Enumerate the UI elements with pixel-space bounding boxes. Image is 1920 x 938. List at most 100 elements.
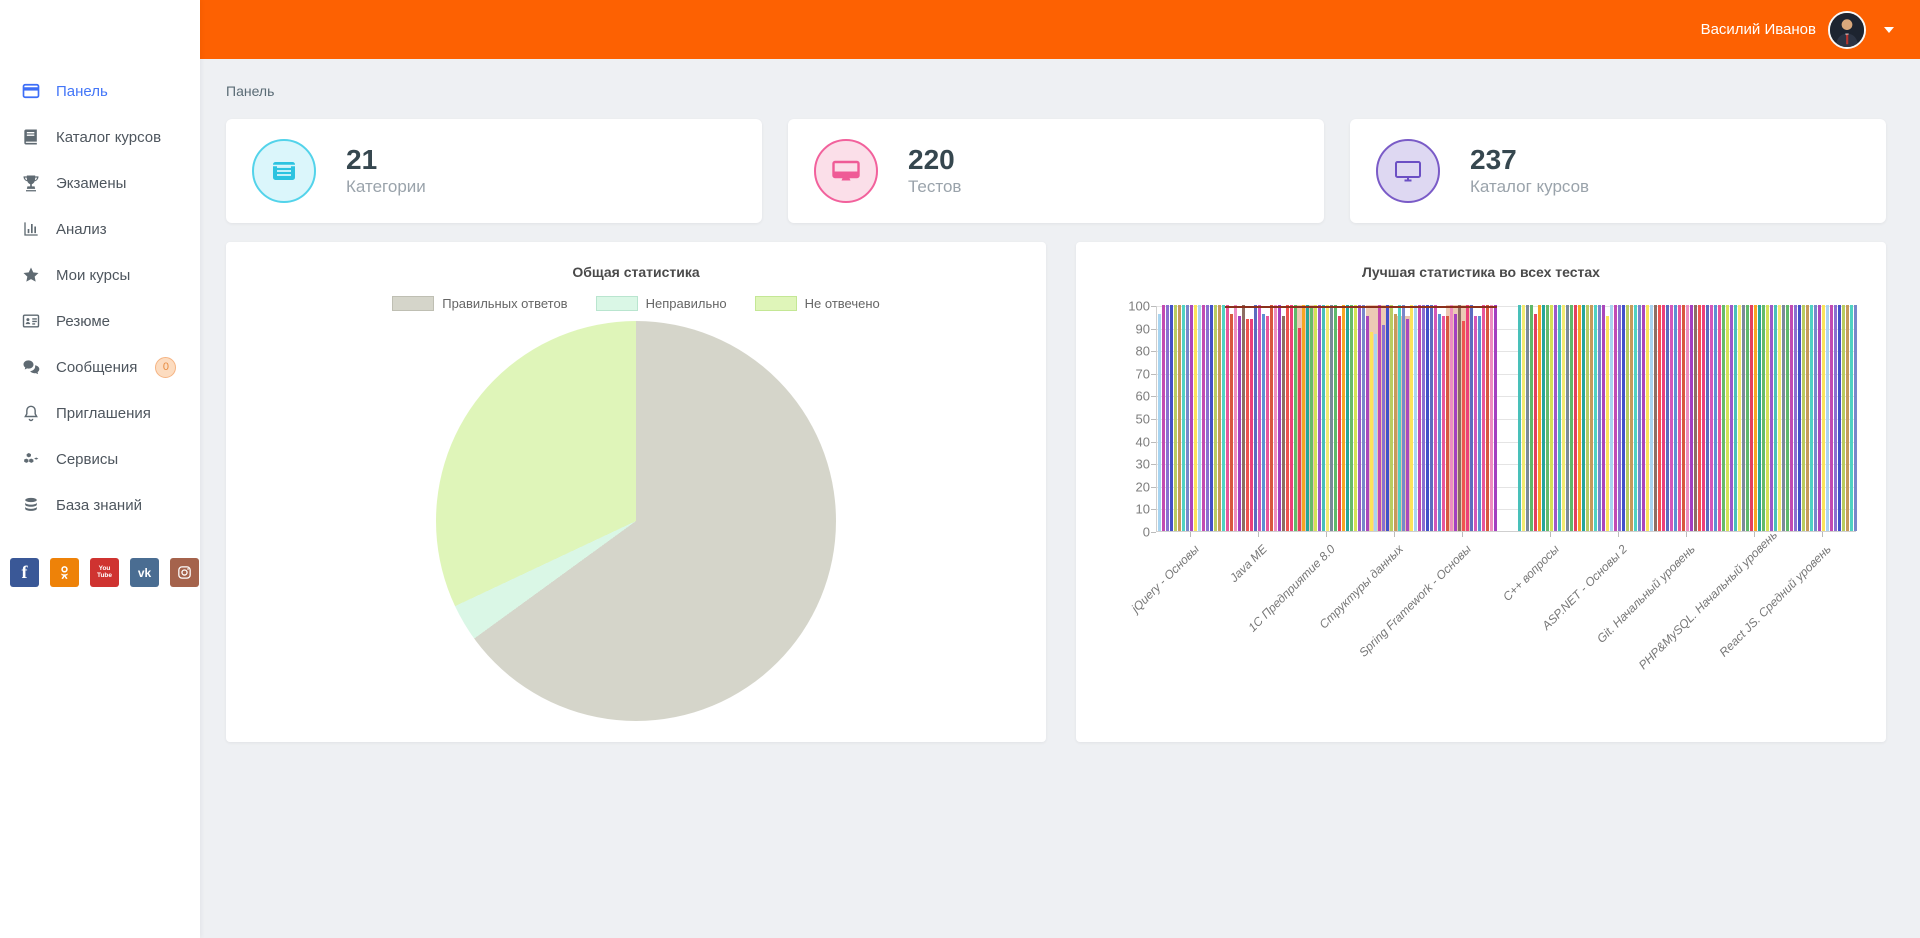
bar <box>1266 316 1269 531</box>
bar-group-9 <box>1722 305 1790 531</box>
y-tick <box>1151 306 1156 307</box>
bar <box>1234 305 1237 531</box>
dashboard-icon <box>20 80 42 102</box>
gridline <box>1157 509 1857 511</box>
bar <box>1730 305 1733 531</box>
sidebar-item-label: Приглашения <box>56 404 151 422</box>
facebook-button[interactable]: f <box>10 558 39 587</box>
bar <box>1370 332 1373 531</box>
instagram-button[interactable] <box>170 558 199 587</box>
vk-icon: vk <box>137 565 152 580</box>
database-icon <box>20 494 42 516</box>
user-avatar[interactable] <box>1828 10 1866 49</box>
bar <box>1414 305 1417 531</box>
charts-row: Общая статистика Правильных ответов Непра… <box>226 242 1886 742</box>
bar <box>1166 305 1169 531</box>
bar <box>1610 305 1613 531</box>
legend-label: Правильных ответов <box>442 296 568 311</box>
vk-button[interactable]: vk <box>130 558 159 587</box>
bar <box>1602 305 1605 531</box>
bar <box>1794 305 1797 531</box>
bar <box>1762 305 1765 531</box>
breadcrumb: Панель <box>226 83 275 99</box>
sidebar-item-9[interactable]: Сервисы <box>0 436 200 482</box>
bar <box>1326 305 1329 531</box>
y-axis-label: 100 <box>1128 298 1150 314</box>
bar <box>1210 305 1213 531</box>
bar <box>1526 305 1529 531</box>
sidebar-item-2[interactable]: Каталог курсов <box>0 114 200 160</box>
bar <box>1606 316 1609 531</box>
bar <box>1170 305 1173 531</box>
bar <box>1162 305 1165 531</box>
bar <box>1590 305 1593 531</box>
bar <box>1350 305 1353 531</box>
bar <box>1582 305 1585 531</box>
bar <box>1758 305 1761 531</box>
bar-group-2 <box>1226 305 1294 531</box>
bar <box>1570 305 1573 531</box>
id-card-icon <box>20 310 42 332</box>
bar <box>1438 314 1441 531</box>
bar <box>1422 305 1425 531</box>
bar <box>1378 305 1381 531</box>
sidebar-item-label: Каталог курсов <box>56 128 162 146</box>
youtube-button[interactable]: You Tube <box>90 558 119 587</box>
facebook-icon: f <box>21 562 28 582</box>
sidebar-item-6[interactable]: Резюме <box>0 298 200 344</box>
bar <box>1742 305 1745 531</box>
sidebar-item-4[interactable]: Анализ <box>0 206 200 252</box>
gridline <box>1157 419 1857 420</box>
bar <box>1574 305 1577 531</box>
bar <box>1810 305 1813 531</box>
bar-group-8 <box>1654 305 1722 531</box>
bar <box>1718 305 1721 531</box>
sidebar-item-3[interactable]: Экзамены <box>0 160 200 206</box>
bar <box>1238 316 1241 531</box>
sidebar-item-7[interactable]: Сообщения 0 <box>0 344 200 390</box>
bar-chart-title: Лучшая статистика во всех тестах <box>1362 264 1600 280</box>
bar <box>1682 305 1685 531</box>
stat-label: Каталог курсов <box>1470 177 1590 196</box>
bar <box>1406 318 1409 531</box>
odnoklassniki-button[interactable] <box>50 558 79 587</box>
bar <box>1534 314 1537 531</box>
stat-label: Тестов <box>908 177 962 196</box>
bar <box>1258 305 1261 531</box>
pie-legend: Правильных ответов Неправильно Не отвечено <box>226 296 1046 311</box>
pie-legend-item: Неправильно <box>595 296 727 311</box>
chevron-down-icon[interactable] <box>1884 26 1894 33</box>
sidebar-item-8[interactable]: Приглашения <box>0 390 200 436</box>
bar <box>1622 305 1625 531</box>
sidebar-item-10[interactable]: База знаний <box>0 482 200 528</box>
bar <box>1442 316 1445 531</box>
instagram-icon <box>178 566 191 579</box>
bar <box>1554 305 1557 531</box>
bar <box>1798 305 1801 531</box>
bar-group-10 <box>1790 305 1858 531</box>
bar <box>1642 305 1645 531</box>
y-tick <box>1151 396 1156 398</box>
y-axis-label: 20 <box>1135 479 1150 495</box>
user-menu[interactable]: Василий Иванов <box>1701 10 1894 49</box>
pie-legend-item: Не отвечено <box>754 296 880 311</box>
bar <box>1826 305 1829 531</box>
bar <box>1314 305 1317 531</box>
bar <box>1278 305 1281 531</box>
sidebar-item-1[interactable]: Панель <box>0 68 200 114</box>
bar <box>1630 305 1633 531</box>
bar <box>1714 305 1717 531</box>
messages-count-badge: 0 <box>155 356 177 378</box>
gridline <box>1157 328 1857 330</box>
bar <box>1830 305 1833 531</box>
bar <box>1398 305 1401 531</box>
sidebar-item-5[interactable]: Мои курсы <box>0 252 200 298</box>
bar <box>1734 305 1737 531</box>
bar <box>1294 305 1297 531</box>
bar-chart: 0 10 20 30 40 50 60 70 80 90 100 jQuery - Основы Ja… <box>1128 299 1858 702</box>
x-tick <box>1550 532 1551 537</box>
bar <box>1270 305 1273 531</box>
bar <box>1694 305 1697 531</box>
bar <box>1446 316 1449 531</box>
bar <box>1738 305 1741 531</box>
